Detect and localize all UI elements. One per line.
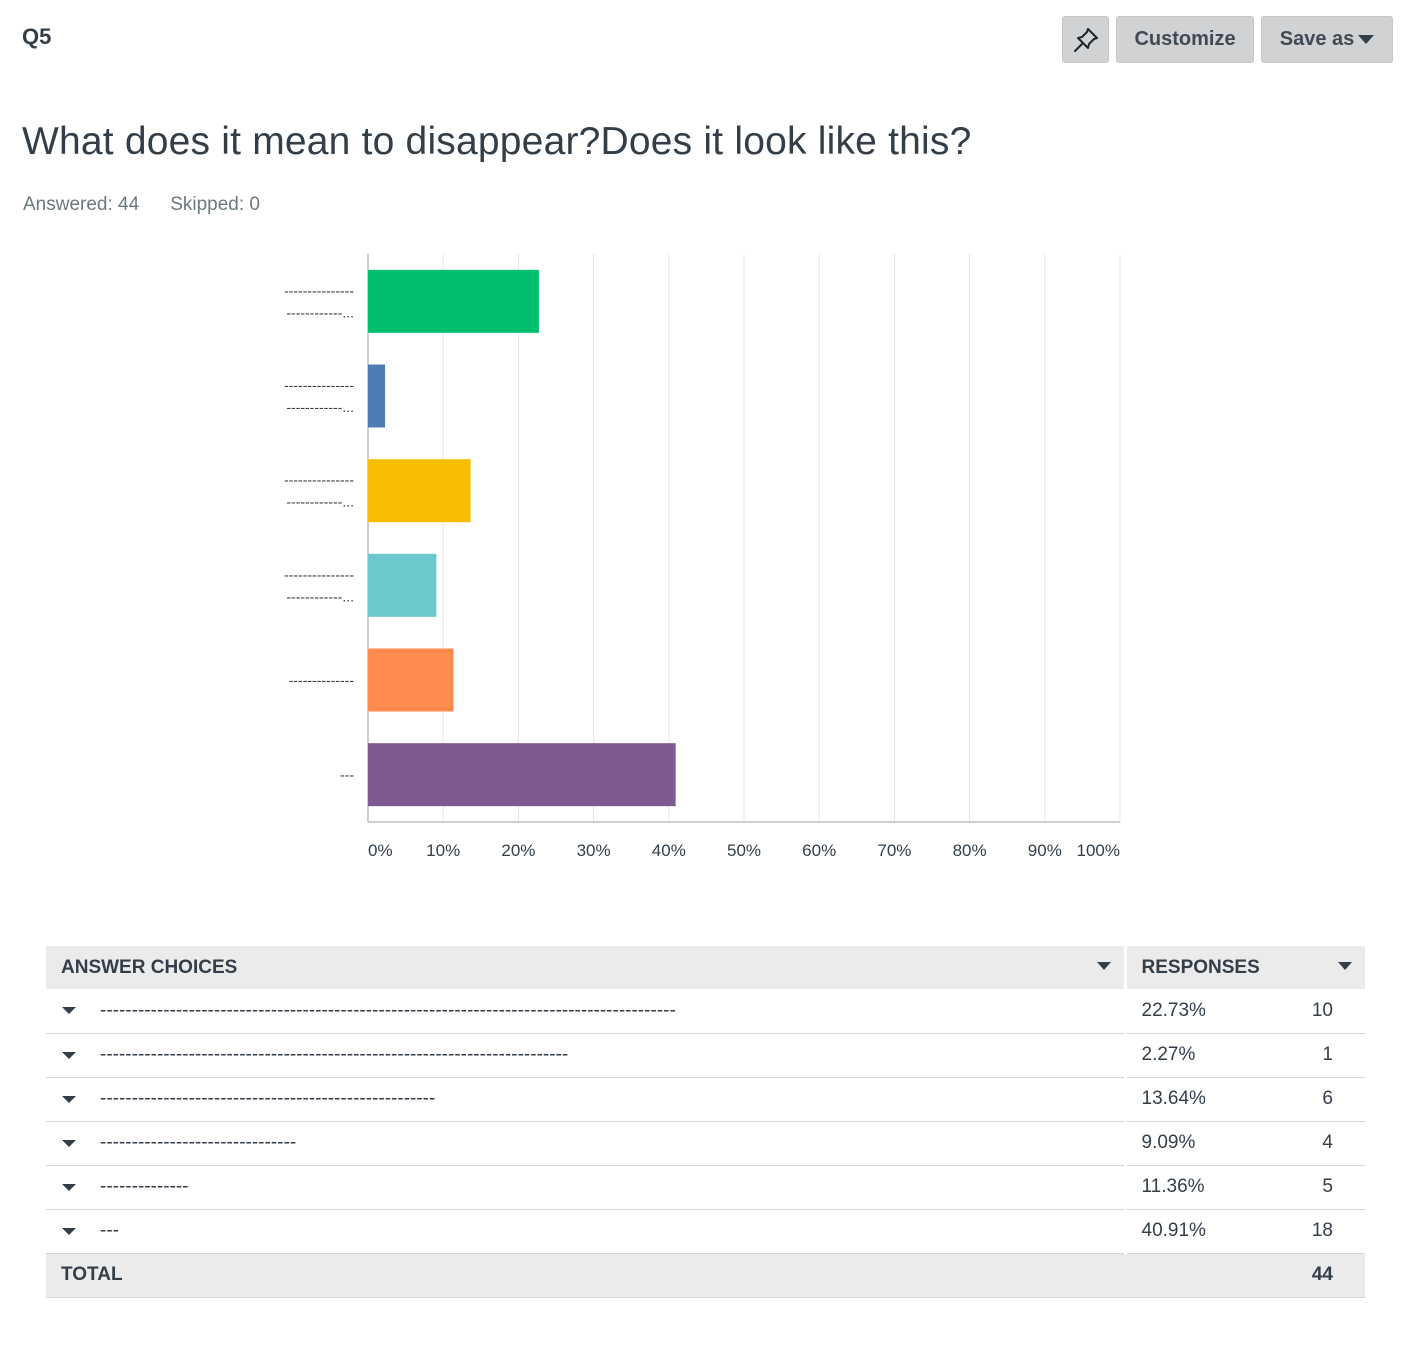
x-tick-label: 20% (501, 841, 535, 860)
category-label: ------------... (286, 304, 354, 320)
category-label: --------------- (284, 282, 354, 298)
pin-icon (1073, 27, 1098, 52)
row-expand-cell[interactable] (46, 1165, 100, 1210)
x-tick-label: 90% (1028, 841, 1062, 860)
x-tick-label: 100% (1077, 841, 1120, 860)
answer-choice: -------------- (100, 1165, 1125, 1210)
table-row: -------------- 11.36% 5 (46, 1165, 1365, 1210)
response-count: 5 (1245, 1165, 1365, 1210)
answer-choice: ----------------------------------------… (100, 1033, 1125, 1078)
row-expand-cell[interactable] (46, 1209, 100, 1254)
answer-choices-header-label: ANSWER CHOICES (61, 956, 238, 978)
category-label: --- (340, 767, 354, 783)
x-tick-label: 80% (953, 841, 987, 860)
x-tick-label: 30% (577, 841, 611, 860)
total-label: TOTAL (46, 1253, 1245, 1298)
customize-button[interactable]: Customize (1116, 16, 1254, 63)
bar (368, 743, 676, 807)
response-count: 18 (1245, 1209, 1365, 1254)
table-row: ----------------------------------------… (46, 989, 1365, 1034)
question-number: Q5 (22, 24, 52, 49)
expand-caret-icon[interactable] (62, 1183, 76, 1191)
expand-caret-icon[interactable] (62, 1139, 76, 1147)
answer-choice: --- (100, 1209, 1125, 1254)
bar (368, 553, 437, 617)
responses-header-label: RESPONSES (1141, 956, 1260, 978)
total-row: TOTAL 44 (46, 1253, 1365, 1298)
category-label: --------------- (284, 566, 354, 582)
category-label: --------------- (284, 377, 354, 393)
bar (368, 269, 539, 333)
bar (368, 459, 471, 523)
sort-caret-icon[interactable] (1096, 962, 1111, 970)
save-as-button[interactable]: Save as (1261, 16, 1393, 63)
response-percent: 22.73% (1123, 989, 1245, 1034)
total-count: 44 (1245, 1253, 1365, 1298)
expand-caret-icon[interactable] (62, 1095, 76, 1103)
x-tick-label: 10% (426, 841, 460, 860)
response-count: 10 (1245, 989, 1365, 1034)
response-percent: 40.91% (1123, 1209, 1245, 1254)
x-tick-label: 60% (802, 841, 836, 860)
row-expand-cell[interactable] (46, 1121, 100, 1166)
answer-choice: ----------------------------------------… (100, 989, 1125, 1034)
category-label: ------------... (286, 399, 354, 415)
expand-caret-icon[interactable] (62, 1227, 76, 1235)
table-row: --- 40.91% 18 (46, 1209, 1365, 1254)
row-expand-cell[interactable] (46, 1077, 100, 1122)
category-label: ------------... (286, 494, 354, 510)
x-tick-label: 70% (877, 841, 911, 860)
response-count: 1 (1245, 1033, 1365, 1078)
row-expand-cell[interactable] (46, 1033, 100, 1078)
response-percent: 2.27% (1123, 1033, 1245, 1078)
answered-count: Answered: 44 (23, 194, 140, 215)
table-row: ----------------------------------------… (46, 1033, 1365, 1078)
question-title: What does it mean to disappear?Does it l… (22, 120, 972, 163)
skipped-count: Skipped: 0 (170, 194, 260, 215)
table-row: ----------------------------------------… (46, 1077, 1365, 1122)
caret-down-icon (1358, 35, 1375, 44)
toolbar: Customize Save as (1062, 16, 1393, 63)
responses-header[interactable]: RESPONSES (1123, 946, 1365, 989)
sort-caret-icon[interactable] (1338, 962, 1352, 970)
response-percent: 11.36% (1123, 1165, 1245, 1210)
x-tick-label: 50% (727, 841, 761, 860)
table-row: ------------------------------- 9.09% 4 (46, 1121, 1365, 1166)
bar (368, 364, 386, 428)
category-label: --------------- (284, 472, 354, 488)
response-percent: 9.09% (1123, 1121, 1245, 1166)
responses-table: ANSWER CHOICES RESPONSES ---------------… (46, 946, 1365, 1298)
answer-choice: ----------------------------------------… (100, 1077, 1125, 1122)
category-label: -------------- (289, 672, 355, 688)
category-label: ------------... (286, 588, 354, 604)
bar-chart: 0% 10% 20% 30% 40% 50% 60% 70% 80% 90% 100%-------… (284, 254, 1121, 860)
answer-choice: ------------------------------- (100, 1121, 1125, 1166)
table-header-row: ANSWER CHOICES RESPONSES (46, 946, 1365, 989)
x-tick-label: 0% (368, 841, 393, 860)
response-count: 6 (1245, 1077, 1365, 1122)
response-percent: 13.64% (1123, 1077, 1245, 1122)
row-expand-cell[interactable] (46, 989, 100, 1034)
answer-choices-header[interactable]: ANSWER CHOICES (46, 946, 1125, 989)
response-summary: Answered: 44 Skipped: 0 (23, 194, 260, 216)
pin-button[interactable] (1062, 16, 1109, 63)
save-as-label: Save as (1279, 28, 1355, 50)
bar (368, 648, 454, 712)
expand-caret-icon[interactable] (62, 1007, 76, 1015)
response-count: 4 (1245, 1121, 1365, 1166)
expand-caret-icon[interactable] (62, 1051, 76, 1059)
x-tick-label: 40% (652, 841, 686, 860)
